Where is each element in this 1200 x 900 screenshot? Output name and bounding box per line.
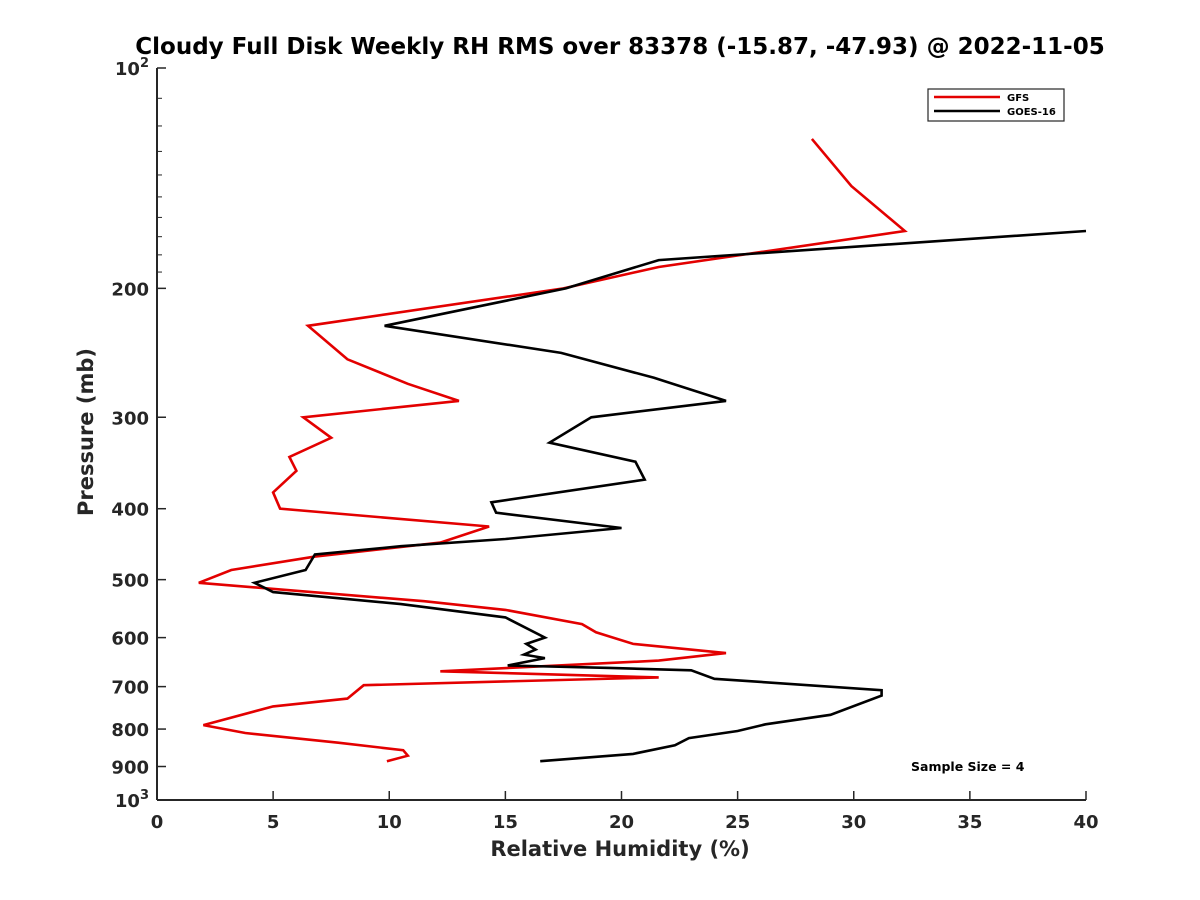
x-tick-label: 0	[151, 812, 164, 833]
x-tick-label: 10	[377, 812, 402, 833]
x-tick-label: 35	[957, 812, 982, 833]
chart-title: Cloudy Full Disk Weekly RH RMS over 8337…	[135, 34, 1104, 60]
series-gfs	[198, 138, 908, 763]
y-tick-label: 600	[111, 629, 149, 650]
x-tick-label: 15	[493, 812, 518, 833]
sample-size-annotation: Sample Size = 4	[911, 759, 1025, 774]
y-tick-label: 400	[111, 500, 149, 521]
x-tick-label: 5	[267, 812, 280, 833]
legend-box	[927, 88, 1065, 122]
x-tick-label: 30	[841, 812, 866, 833]
y-tick-label: 103	[115, 788, 149, 812]
y-axis-label: Pressure (mb)	[74, 348, 98, 516]
x-axis-label: Relative Humidity (%)	[490, 837, 749, 861]
y-tick-exponent: 2	[140, 56, 149, 71]
series-line	[250, 229, 1087, 763]
x-tick-label: 25	[725, 812, 750, 833]
x-axis: 0 5 10 15 20 25 30 35 40	[151, 791, 1099, 833]
y-tick-label: 300	[111, 408, 149, 429]
y-tick-label: 800	[111, 720, 149, 741]
y-tick-label: 200	[111, 279, 149, 300]
y-tick-exponent: 3	[140, 788, 149, 803]
legend-label-gfs: GFS	[1007, 93, 1029, 104]
y-tick-label: 500	[111, 571, 149, 592]
series-line	[198, 138, 908, 763]
plot-area	[198, 138, 1087, 763]
series-goes-16	[250, 229, 1087, 763]
y-tick-label: 102	[115, 56, 149, 80]
x-tick-label: 20	[609, 812, 634, 833]
x-tick-label: 40	[1073, 812, 1098, 833]
y-axis: 102 200 300 400 500 600 700 800 900 103	[111, 56, 166, 812]
legend: GFS GOES-16	[927, 88, 1065, 122]
y-tick-label: 900	[111, 758, 149, 779]
legend-label-goes16: GOES-16	[1007, 107, 1056, 118]
y-tick-label: 700	[111, 678, 149, 699]
